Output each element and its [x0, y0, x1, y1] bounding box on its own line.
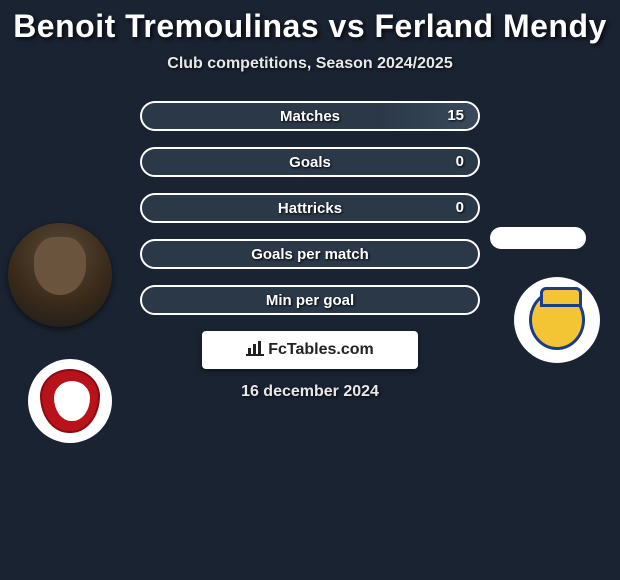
player-left-portrait: [8, 223, 112, 327]
sevilla-crest-icon: [40, 369, 100, 433]
stat-label: Goals: [289, 154, 331, 171]
stat-pill: Min per goal: [140, 285, 480, 315]
real-madrid-crest-icon: [529, 290, 585, 350]
bar-chart-icon: [246, 340, 264, 361]
stat-label: Hattricks: [278, 200, 342, 217]
club-left-badge: [28, 359, 112, 443]
stat-pill: Goals per match: [140, 239, 480, 269]
stat-label: Min per goal: [266, 292, 354, 309]
stat-label: Matches: [280, 108, 340, 125]
stat-row: Hattricks 0: [140, 193, 480, 223]
stat-value-right: 0: [456, 199, 464, 216]
club-right-badge: [514, 277, 600, 363]
source-logo: FcTables.com: [202, 331, 418, 369]
source-logo-text: FcTables.com: [268, 341, 374, 359]
stat-row: Goals per match: [140, 239, 480, 269]
stat-row: Min per goal: [140, 285, 480, 315]
stat-pill: Matches 15: [140, 101, 480, 131]
stat-row: Goals 0: [140, 147, 480, 177]
stat-value-right: 15: [447, 107, 464, 124]
subtitle: Club competitions, Season 2024/2025: [0, 55, 620, 73]
stat-label: Goals per match: [251, 246, 369, 263]
stat-pill: Hattricks 0: [140, 193, 480, 223]
stat-pill: Goals 0: [140, 147, 480, 177]
stat-row: Matches 15: [140, 101, 480, 131]
player-right-portrait: [490, 227, 586, 249]
page-title: Benoit Tremoulinas vs Ferland Mendy: [0, 8, 620, 45]
stats-area: Matches 15 Goals 0 Hattricks 0 Goals per match…: [0, 101, 620, 401]
stat-value-right: 0: [456, 153, 464, 170]
